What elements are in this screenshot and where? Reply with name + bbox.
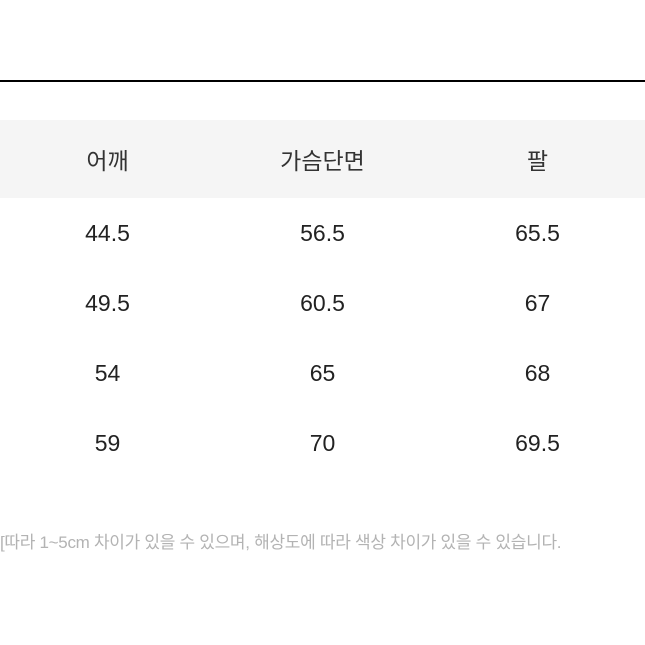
table-header-row: 어깨 가슴단면 팔 bbox=[0, 120, 645, 198]
disclaimer-note: [따라 1~5cm 차이가 있을 수 있으며, 해상도에 따라 색상 차이가 있… bbox=[0, 528, 645, 553]
table-row: 54 65 68 bbox=[0, 338, 645, 408]
cell-value: 59 bbox=[0, 430, 215, 457]
cell-value: 49.5 bbox=[0, 290, 215, 317]
table-row: 44.5 56.5 65.5 bbox=[0, 198, 645, 268]
top-divider bbox=[0, 80, 645, 82]
cell-value: 65.5 bbox=[430, 220, 645, 247]
cell-value: 67 bbox=[430, 290, 645, 317]
cell-value: 70 bbox=[215, 430, 430, 457]
cell-value: 68 bbox=[430, 360, 645, 387]
cell-value: 60.5 bbox=[215, 290, 430, 317]
column-header-shoulder: 어깨 bbox=[0, 142, 215, 176]
size-table-container: 어깨 가슴단면 팔 44.5 56.5 65.5 49.5 60.5 67 54… bbox=[0, 0, 645, 553]
cell-value: 44.5 bbox=[0, 220, 215, 247]
column-header-arm: 팔 bbox=[430, 142, 645, 176]
cell-value: 56.5 bbox=[215, 220, 430, 247]
table-row: 59 70 69.5 bbox=[0, 408, 645, 478]
column-header-chest: 가슴단면 bbox=[215, 142, 430, 176]
cell-value: 54 bbox=[0, 360, 215, 387]
cell-value: 69.5 bbox=[430, 430, 645, 457]
table-row: 49.5 60.5 67 bbox=[0, 268, 645, 338]
cell-value: 65 bbox=[215, 360, 430, 387]
size-table: 어깨 가슴단면 팔 44.5 56.5 65.5 49.5 60.5 67 54… bbox=[0, 120, 645, 478]
